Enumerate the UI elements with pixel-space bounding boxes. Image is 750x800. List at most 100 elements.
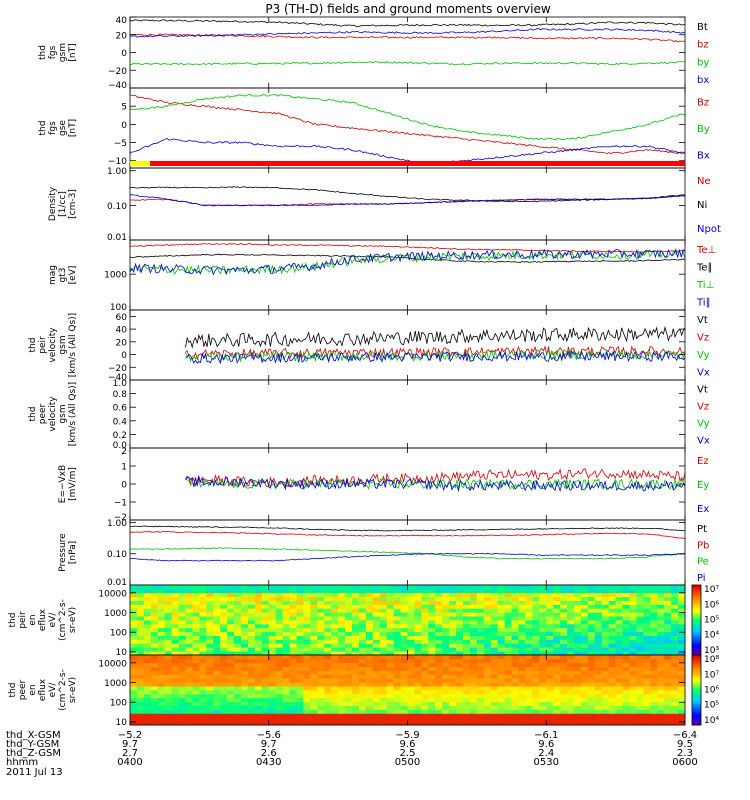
panel-density: Density[1/cc][cm-3] Ne Ni Npot 1.00 0.10 0.01 [48,167,721,243]
series-line-pressure-2 [129,547,686,560]
series-line-fgs-gse-1 [129,93,686,141]
series-line-peir-velocity-3 [185,350,686,365]
series-line-efield-0 [185,468,686,488]
series-line-fgs-gsm-0 [129,19,686,28]
legend-density-0: Ne [697,176,711,187]
colorbar-tick-label: 10³ [704,646,719,656]
panel-fgs-gse: thdfgsgse[nT] Bz By Bx 5 0 −5 −10 [38,87,710,169]
xaxis-tick-label: 2.6 [261,748,277,759]
ytick-label-peir-velocity: −20 [108,364,127,374]
ytick-label-peer-spectrogram: 100 [110,699,127,709]
series-line-density-1 [129,186,686,203]
xaxis-tick-label: 2.4 [538,748,554,759]
ytick-label-density: 0.01 [107,233,127,243]
xaxis-row-label: thd_Z-GSM [6,748,61,759]
ytick-label-peer-velocity: 0.6 [113,404,128,414]
legend-temperature-2: Ti⊥ [696,280,714,291]
ytick-label-density: 1.00 [107,167,127,177]
series-line-fgs-gsm-1 [129,33,686,43]
ytick-label-pressure: 0.10 [107,550,127,560]
legend-peir-velocity-1: Vz [697,332,709,343]
legend-efield-0: Ez [697,456,709,467]
ytick-label-peir-velocity: −40 [108,373,127,383]
ytick-label-peir-spectrogram: 100 [110,629,127,639]
panel-fgs-gsm-frame [129,16,686,89]
legend-density-2: Npot [697,224,721,235]
ytick-label-peer-velocity: 0.0 [113,441,128,451]
colorbar-tick-label: 10⁶ [704,600,719,610]
ytick-label-peer-spectrogram: 1000 [104,679,127,689]
panel-peir-spectrogram-cells [130,585,686,656]
xaxis-row-label: thd_X-GSM [6,730,61,741]
series-line-temperature-0 [129,243,686,253]
ytick-label-efield: −2 [114,513,127,523]
xaxis-tick-label: 0430 [256,757,281,768]
legend-peir-velocity-3: Vx [697,367,710,378]
ytick-label-peer-velocity: 0.4 [113,417,128,427]
xaxis-tick-label: 0600 [672,757,697,768]
x-axis-table: thd_X-GSMthd_Y-GSMthd_Z-GSMhhmm−5.29.72.… [6,730,698,768]
panel-peer-velocity: thdpeervelocitygsm[km/s (All Qs)] Vt Vz Vy V… [28,379,710,451]
legend-pressure-3: Pi [697,573,706,584]
legend-fgs-gse-0: Bz [697,97,709,108]
legend-peer-velocity-3: Vx [697,436,710,447]
xaxis-tick-label: −5.6 [257,730,281,741]
xaxis-tick-label: 0530 [534,757,559,768]
series-line-temperature-3 [129,248,686,276]
legend-efield-1: Ey [697,480,709,491]
panel-fgs-gse-ylabel: thdfgsgse[nT] [38,119,78,137]
date-label: 2011 Jul 13 [6,767,63,778]
series-line-temperature-1 [129,253,686,263]
ytick-label-fgs-gse: 5 [121,103,127,113]
panel-fgs-gsm: thdfgsgsm[nT] Bt bz by bx 40 20 0 −20 −40 [38,16,709,91]
xaxis-tick-label: 2.7 [122,748,138,759]
ytick-label-efield: 1 [121,463,127,473]
xaxis-tick-label: 2.3 [677,748,693,759]
xaxis-tick-label: −6.1 [534,730,558,741]
ytick-label-peir-spectrogram: 10000 [98,589,127,599]
series-line-efield-2 [185,475,686,493]
series-line-temperature-2 [129,249,686,276]
xaxis-row-label: thd_Y-GSM [6,739,59,750]
ytick-label-fgs-gsm: 40 [116,16,128,26]
colorbar-tick-label: 10⁴ [704,716,719,726]
colorbar-tick-label: 10⁶ [704,686,719,696]
colorbar-tick-label: 10⁷ [704,585,719,595]
panel-peer-velocity-ylabel: thdpeervelocitygsm[km/s (All Qs)] [28,382,78,446]
panel-efield-ylabel: E=−VxB[mV/m] [58,465,78,503]
ytick-label-peir-velocity: 0 [121,351,127,361]
legend-fgs-gsm-0: Bt [697,22,708,33]
ytick-label-density: 0.10 [107,202,127,212]
ytick-label-peer-spectrogram: 10 [116,718,128,728]
panel-peir-velocity: thdpeirvelocitygsm[km/s (All Qs)] Vt Vz Vy V… [28,309,710,383]
xaxis-tick-label: 9.7 [261,739,277,750]
ytick-label-peer-velocity: 0.2 [113,431,127,441]
legend-density-1: Ni [697,200,707,211]
xaxis-tick-label: −5.9 [395,730,419,741]
panel-peer-spectrogram-ylabel: thdpeerenefluxeV/(cm^2-s-sr-eV) [8,669,78,711]
panels-group: thdfgsgsm[nT]Btbzbybx40200−20−40thdfgsgs… [8,16,721,728]
legend-peir-velocity-2: Vy [697,350,710,361]
colorbar-tick-label: 10⁴ [704,631,719,641]
legend-peer-velocity-2: Vy [697,419,710,430]
ytick-label-efield: 0 [121,481,127,491]
legend-fgs-gsm-3: bx [697,75,709,86]
legend-fgs-gse-2: Bx [697,151,710,162]
ytick-label-temperature: 1000 [104,271,127,281]
ytick-label-peir-spectrogram: 10 [116,648,128,658]
ytick-label-fgs-gse: −5 [114,139,127,149]
panel-fgs-gse-frame [129,87,686,169]
series-line-fgs-gse-0 [129,94,686,155]
panel-peir-spectrogram-colorbar: 10⁷ 10⁶ 10⁵ 10⁴ 10³ [691,584,719,656]
series-line-pressure-1 [129,531,686,540]
xaxis-tick-label: 0400 [117,757,142,768]
ytick-label-fgs-gsm: 20 [116,31,128,41]
ytick-label-peir-velocity: 60 [116,313,128,323]
colorbar-tick-label: 10⁵ [704,616,719,626]
panel-peir-velocity-frame [129,309,686,381]
panel-temperature: maggt3[eV] Te⊥ Te∥ Ti⊥ Ti∥ 1000 100 [48,239,716,313]
legend-peir-velocity-0: Vt [697,315,708,326]
series-line-fgs-gsm-2 [129,61,686,66]
ytick-label-fgs-gsm: −20 [108,67,127,77]
